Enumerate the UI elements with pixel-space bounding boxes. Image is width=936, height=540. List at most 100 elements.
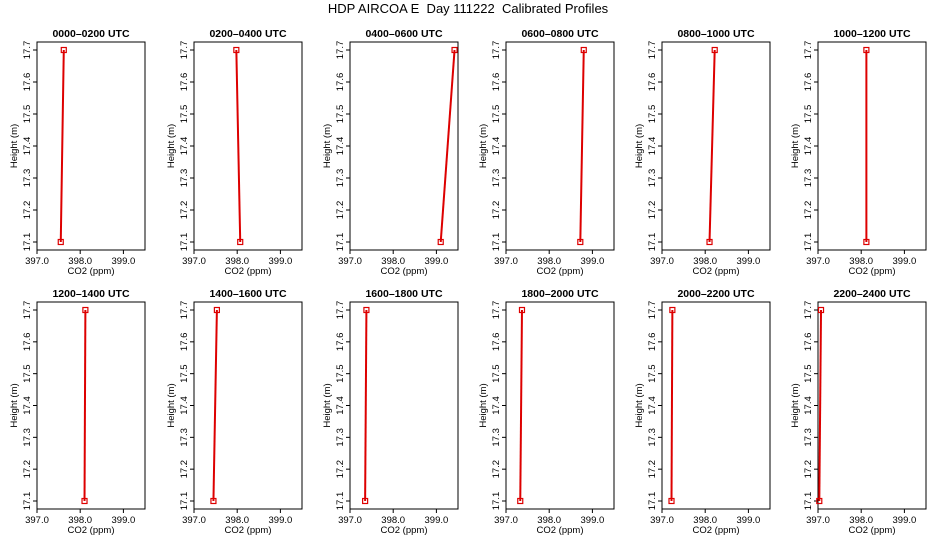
y-tick-label: 17.2	[22, 201, 33, 220]
panel-title: 2000–2200 UTC	[677, 288, 754, 300]
y-tick-label: 17.3	[491, 428, 502, 447]
x-tick-label: 397.0	[182, 256, 206, 267]
y-tick-label: 17.5	[335, 364, 346, 383]
x-axis-label: CO2 (ppm)	[537, 266, 584, 277]
x-tick-label: 399.0	[893, 515, 917, 526]
y-tick-label: 17.5	[491, 364, 502, 383]
panel-title: 0800–1000 UTC	[677, 28, 754, 40]
profile-line	[579, 49, 585, 243]
y-tick-label: 17.6	[179, 73, 190, 92]
profile-point	[711, 46, 718, 54]
y-tick-label: 17.2	[647, 201, 658, 220]
panel-title: 0000–0200 UTC	[52, 28, 129, 40]
y-axis-label: Height (m)	[790, 383, 801, 427]
profile-line	[519, 309, 523, 502]
profile-point	[362, 497, 369, 505]
x-axis-label: CO2 (ppm)	[381, 525, 428, 536]
y-tick-label: 17.3	[179, 169, 190, 188]
y-tick-label: 17.4	[803, 396, 814, 415]
x-tick-label: 397.0	[650, 256, 674, 267]
y-tick-label: 17.6	[335, 333, 346, 352]
x-tick-label: 399.0	[737, 256, 761, 267]
profile-point	[863, 46, 870, 54]
profile-point	[816, 497, 823, 505]
y-tick-label: 17.2	[803, 201, 814, 220]
y-tick-label: 17.5	[491, 105, 502, 124]
profile-point	[81, 497, 88, 505]
y-tick-label: 17.1	[803, 492, 814, 511]
y-tick-label: 17.6	[22, 73, 33, 92]
x-tick-label: 399.0	[893, 256, 917, 267]
y-tick-label: 17.5	[179, 364, 190, 383]
x-tick-label: 399.0	[425, 515, 449, 526]
x-tick-label: 398.0	[849, 256, 873, 267]
y-tick-label: 17.3	[647, 428, 658, 447]
y-tick-label: 17.3	[22, 428, 33, 447]
panel-title: 0200–0400 UTC	[209, 28, 286, 40]
x-tick-label: 399.0	[269, 256, 293, 267]
profile-point	[210, 497, 217, 505]
y-tick-label: 17.4	[803, 137, 814, 156]
y-tick-label: 17.1	[647, 492, 658, 511]
plot-frame	[505, 41, 615, 251]
x-tick-label: 397.0	[650, 515, 674, 526]
y-tick-label: 17.2	[335, 460, 346, 479]
y-axis-label: Height (m)	[634, 383, 645, 427]
y-axis-label: Height (m)	[790, 124, 801, 168]
x-tick-label: 398.0	[225, 256, 249, 267]
y-axis-label: Height (m)	[478, 124, 489, 168]
profile-line	[708, 49, 716, 243]
y-tick-label: 17.2	[179, 460, 190, 479]
x-tick-label: 399.0	[737, 515, 761, 526]
profile-point	[451, 46, 458, 54]
profile-line	[212, 309, 218, 502]
y-tick-label: 17.7	[803, 301, 814, 320]
y-tick-label: 17.6	[647, 333, 658, 352]
y-tick-label: 17.6	[803, 73, 814, 92]
profile-point	[213, 306, 220, 314]
y-tick-label: 17.7	[22, 301, 33, 320]
y-tick-label: 17.7	[647, 41, 658, 60]
x-tick-label: 397.0	[806, 515, 830, 526]
profile-point	[669, 306, 676, 314]
y-tick-label: 17.3	[491, 169, 502, 188]
y-tick-label: 17.7	[491, 301, 502, 320]
y-tick-label: 17.2	[491, 460, 502, 479]
plot-frame	[661, 41, 771, 251]
x-axis-label: CO2 (ppm)	[693, 525, 740, 536]
x-axis-label: CO2 (ppm)	[225, 266, 272, 277]
y-tick-label: 17.2	[647, 460, 658, 479]
profile-point	[233, 46, 240, 54]
plot-frame	[661, 301, 771, 510]
x-axis-label: CO2 (ppm)	[381, 266, 428, 277]
x-tick-label: 398.0	[693, 515, 717, 526]
profile-point	[706, 238, 713, 246]
y-tick-label: 17.1	[22, 492, 33, 511]
profile-line	[670, 309, 674, 502]
profile-line	[818, 309, 823, 502]
y-tick-label: 17.2	[491, 201, 502, 220]
x-tick-label: 398.0	[693, 256, 717, 267]
x-tick-label: 397.0	[806, 256, 830, 267]
y-tick-label: 17.7	[335, 41, 346, 60]
x-tick-label: 399.0	[425, 256, 449, 267]
y-tick-label: 17.1	[22, 233, 33, 252]
y-tick-label: 17.6	[335, 73, 346, 92]
y-tick-label: 17.5	[335, 105, 346, 124]
profile-point	[518, 306, 526, 314]
y-tick-label: 17.3	[179, 428, 190, 447]
profile-point	[863, 238, 870, 246]
y-tick-label: 17.5	[647, 364, 658, 383]
profile-point	[580, 46, 587, 54]
y-tick-label: 17.1	[647, 233, 658, 252]
y-tick-label: 17.1	[803, 233, 814, 252]
y-tick-label: 17.4	[491, 396, 502, 415]
y-tick-label: 17.4	[335, 137, 346, 156]
y-tick-label: 17.2	[22, 460, 33, 479]
